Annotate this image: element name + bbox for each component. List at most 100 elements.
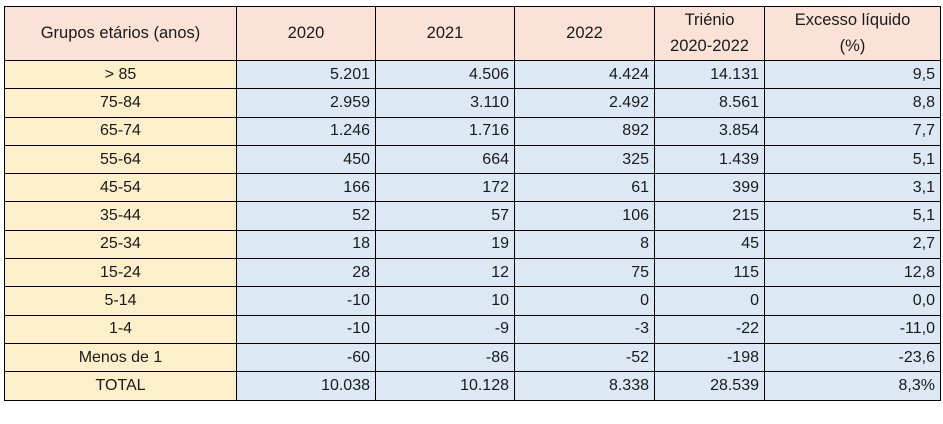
cell-group: 45-54 [4,173,237,203]
cell-group: 75-84 [4,88,237,118]
cell-trienio: 1.439 [654,144,765,175]
header-row: Grupos etários (anos) 2020 2021 2022 Triénio… [4,6,941,61]
table-header: Grupos etários (anos) 2020 2021 2022 Triénio… [4,6,941,61]
cell-trienio: 3.854 [654,116,765,146]
column-header-group: Grupos etários (anos) [4,6,237,61]
column-header-excesso-line: (%) [839,36,866,55]
cell-excesso: 8,3% [764,371,941,401]
cell-y2021: 57 [375,201,515,231]
table-row: 35-44 52 57 106 215 5,1 [4,201,941,231]
cell-y2022: -3 [514,314,655,344]
cell-y2022: 0 [514,286,655,316]
cell-excesso: 5,1 [764,201,941,231]
cell-y2020: 10.038 [236,371,376,401]
cell-excesso: 2,7 [764,229,941,260]
cell-y2021: 664 [375,144,515,175]
cell-group: 15-24 [4,258,237,288]
cell-y2020: 166 [236,173,376,203]
cell-y2020: 1.246 [236,116,376,146]
column-header-y2022-line: 2022 [566,23,603,42]
cell-y2021: 3.110 [375,88,515,118]
cell-group: > 85 [4,59,237,90]
cell-trienio: -198 [654,342,765,373]
cell-excesso: 3,1 [764,173,941,203]
cell-y2020: 5.201 [236,59,376,90]
cell-excesso: -11,0 [764,314,941,344]
cell-y2021: 19 [375,229,515,260]
cell-trienio: 8.561 [654,88,765,118]
cell-y2022: 2.492 [514,88,655,118]
cell-excesso: 8,8 [764,88,941,118]
cell-y2022: 61 [514,173,655,203]
column-header-excesso: Excesso líquido (%) [764,6,941,61]
column-header-y2020-line: 2020 [287,23,325,42]
cell-y2020: 28 [236,258,376,288]
cell-group: Menos de 1 [4,342,237,373]
cell-y2021: -86 [375,342,515,373]
cell-y2021: -9 [375,314,515,344]
cell-trienio: 215 [654,201,765,231]
column-header-excesso-line: Excesso líquido [794,10,911,29]
cell-group: 5-14 [4,286,237,316]
column-header-trienio-line: 2020-2022 [670,36,749,55]
cell-y2021: 172 [375,173,515,203]
column-header-y2021-line: 2021 [426,23,464,42]
cell-excesso: 9,5 [764,59,941,90]
cell-excesso: 12,8 [764,258,941,288]
cell-y2022: 8.338 [514,371,655,401]
table-row: 55-64 450 664 325 1.439 5,1 [4,144,941,175]
cell-y2020: -10 [236,286,376,316]
table-row: 25-34 18 19 8 45 2,7 [4,229,941,260]
cell-y2022: 75 [514,258,655,288]
cell-trienio: 0 [654,286,765,316]
age-groups-excess-table: Grupos etários (anos) 2020 2021 2022 Triénio… [4,6,941,401]
column-header-y2022: 2022 [514,6,655,61]
cell-group: TOTAL [4,371,237,401]
cell-y2022: 4.424 [514,59,655,90]
cell-group: 55-64 [4,144,237,175]
column-header-y2020: 2020 [236,6,376,61]
table-row: 15-24 28 12 75 115 12,8 [4,258,941,288]
column-header-trienio-line: Triénio [684,10,735,29]
table-row: TOTAL 10.038 10.128 8.338 28.539 8,3% [4,371,941,401]
table-body: > 85 5.201 4.506 4.424 14.131 9,5 75-84 2.959 3.… [4,59,941,401]
cell-group: 1-4 [4,314,237,344]
cell-trienio: 115 [654,258,765,288]
cell-y2022: 325 [514,144,655,175]
cell-excesso: 5,1 [764,144,941,175]
table-row: 5-14 -10 10 0 0 0,0 [4,286,941,316]
table-row: 45-54 166 172 61 399 3,1 [4,173,941,203]
cell-y2020: -60 [236,342,376,373]
cell-y2022: -52 [514,342,655,373]
cell-excesso: -23,6 [764,342,941,373]
cell-y2020: -10 [236,314,376,344]
cell-y2022: 892 [514,116,655,146]
column-header-group-line: Grupos etários (anos) [40,23,201,42]
cell-trienio: 399 [654,173,765,203]
cell-y2021: 4.506 [375,59,515,90]
data-table: Grupos etários (anos) 2020 2021 2022 Triénio… [4,6,941,401]
cell-trienio: -22 [654,314,765,344]
table-row: > 85 5.201 4.506 4.424 14.131 9,5 [4,59,941,90]
cell-y2021: 12 [375,258,515,288]
cell-y2020: 18 [236,229,376,260]
cell-group: 65-74 [4,116,237,146]
column-header-y2021: 2021 [375,6,515,61]
cell-y2020: 52 [236,201,376,231]
cell-excesso: 0,0 [764,286,941,316]
cell-trienio: 14.131 [654,59,765,90]
cell-group: 35-44 [4,201,237,231]
cell-group: 25-34 [4,229,237,260]
cell-trienio: 45 [654,229,765,260]
cell-y2021: 10 [375,286,515,316]
column-header-trienio: Triénio 2020-2022 [654,6,765,61]
cell-y2022: 106 [514,201,655,231]
table-row: 1-4 -10 -9 -3 -22 -11,0 [4,314,941,344]
table-row: Menos de 1 -60 -86 -52 -198 -23,6 [4,342,941,373]
cell-trienio: 28.539 [654,371,765,401]
cell-y2020: 450 [236,144,376,175]
cell-y2020: 2.959 [236,88,376,118]
cell-y2022: 8 [514,229,655,260]
table-row: 65-74 1.246 1.716 892 3.854 7,7 [4,116,941,146]
